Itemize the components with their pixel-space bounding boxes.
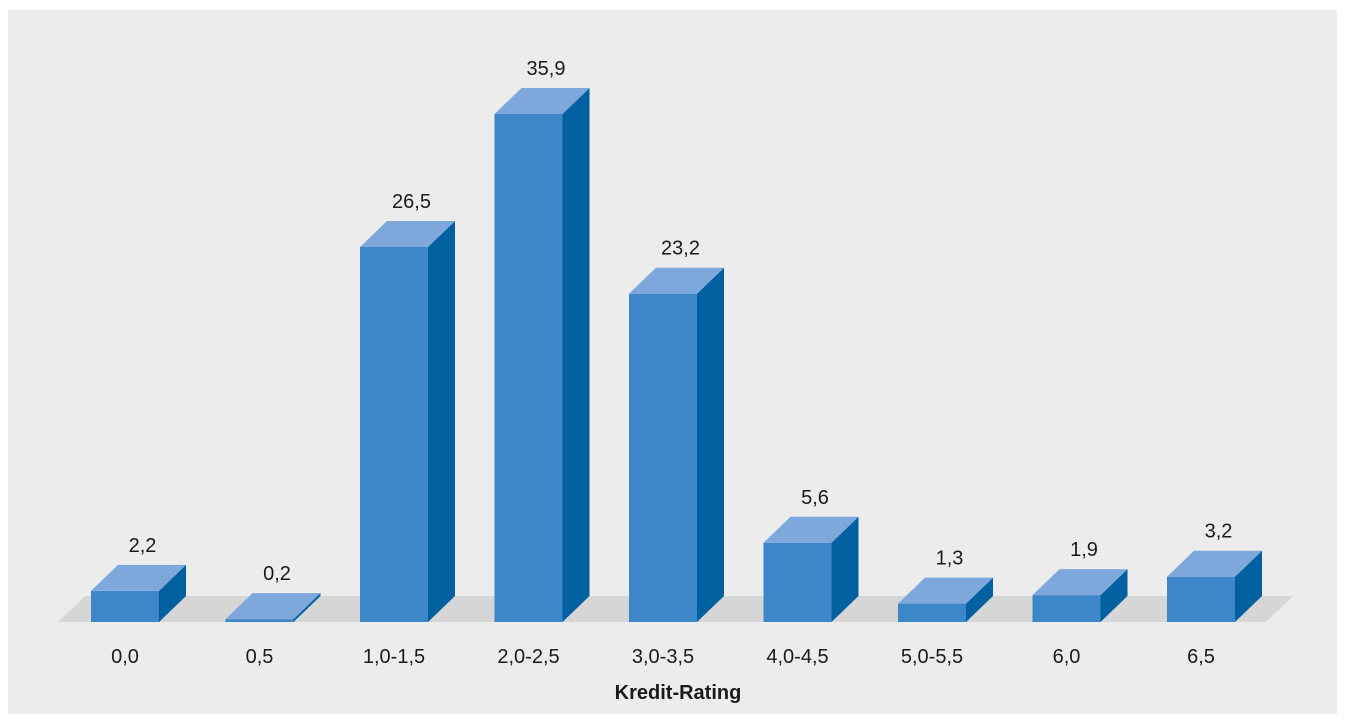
bar <box>225 593 321 622</box>
category-label: 0,0 <box>111 646 139 668</box>
x-axis-title: Kredit-Rating <box>615 682 742 704</box>
bar-side <box>966 577 993 622</box>
bar-top <box>763 516 859 543</box>
category-labels-group: 0,0 0,5 1,0-1,5 2,0-2,5 3,0-3,5 4,0-4,5 5,0-5,… <box>111 646 1215 668</box>
bar <box>1032 569 1128 622</box>
bar-top <box>1167 550 1262 577</box>
category-label: 3,0-3,5 <box>632 646 694 668</box>
bar-front <box>763 542 832 622</box>
bar <box>360 221 455 623</box>
bar-side <box>1235 550 1262 622</box>
bar <box>494 88 590 622</box>
value-label: 3,2 <box>1205 521 1233 543</box>
bar-front <box>225 619 294 622</box>
bar <box>629 267 724 622</box>
category-label: 2,0-2,5 <box>497 646 559 668</box>
value-label: 1,9 <box>1070 539 1098 561</box>
value-label: 26,5 <box>392 191 431 213</box>
bar-front <box>1032 595 1101 622</box>
bar-side <box>1100 569 1128 622</box>
bar-front <box>91 590 159 622</box>
category-label: 0,5 <box>246 646 274 668</box>
bar-front <box>360 247 428 623</box>
bar <box>763 516 859 622</box>
category-label: 1,0-1,5 <box>363 646 425 668</box>
value-label: 35,9 <box>527 58 566 80</box>
bar-side <box>428 221 455 623</box>
value-labels-group: 2,2 0,2 26,5 35,9 23,2 5,6 1,3 1,9 3,2 <box>129 58 1233 585</box>
bar-side <box>159 564 186 622</box>
bars-group <box>91 88 1262 623</box>
bar <box>898 577 993 622</box>
bar-top <box>91 564 186 591</box>
bar-front <box>494 114 563 622</box>
bar-top <box>1032 569 1128 596</box>
value-label: 0,2 <box>263 563 291 585</box>
category-label: 5,0-5,5 <box>901 646 963 668</box>
value-label: 5,6 <box>801 487 829 509</box>
bar-front <box>629 293 697 622</box>
bar-front <box>1167 576 1235 622</box>
bar <box>91 564 186 622</box>
bar-top <box>225 593 321 620</box>
bar <box>1167 550 1262 622</box>
bar-top <box>360 221 455 248</box>
category-label: 6,5 <box>1187 646 1215 668</box>
value-label: 1,3 <box>936 548 964 570</box>
bar-top <box>494 88 590 114</box>
value-label: 2,2 <box>129 535 157 557</box>
bar-side <box>697 267 724 622</box>
bar-top <box>629 267 724 294</box>
category-label: 6,0 <box>1053 646 1081 668</box>
bar-side <box>562 88 590 622</box>
bar-front <box>898 603 966 622</box>
value-label: 23,2 <box>661 238 700 260</box>
category-label: 4,0-4,5 <box>766 646 828 668</box>
bar-side <box>293 593 321 622</box>
bar-top <box>898 577 993 604</box>
bar-side <box>831 516 859 622</box>
